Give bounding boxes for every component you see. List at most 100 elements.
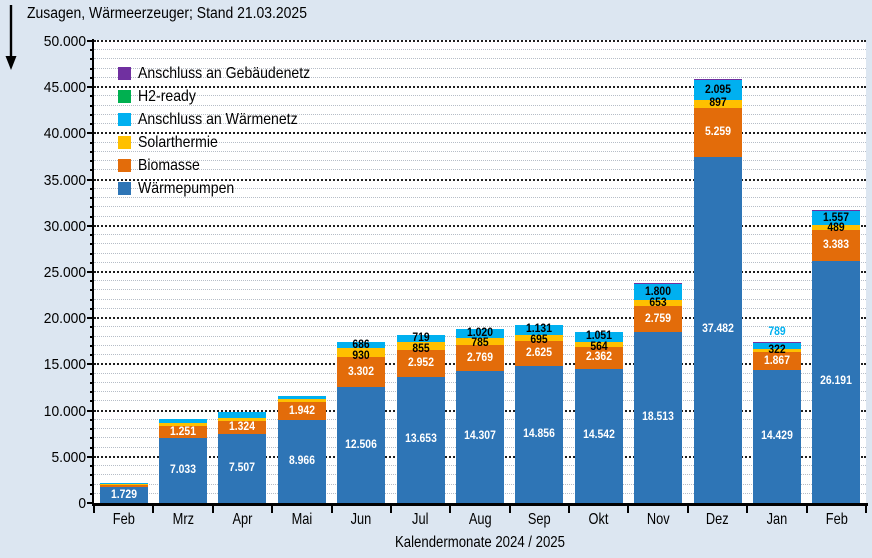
month-label-text: Feb <box>825 511 848 528</box>
major-gridline <box>94 178 866 181</box>
bar-segment <box>159 426 208 438</box>
legend-swatch <box>118 90 131 103</box>
legend-label: Anschluss an Gebäudenetz <box>138 64 311 82</box>
bar-value-label: 12.506 <box>345 438 378 451</box>
bar-segment <box>456 337 504 346</box>
bar-segment <box>693 79 742 81</box>
down-arrow-icon <box>5 5 17 70</box>
y-tick <box>90 67 94 70</box>
y-tick <box>90 150 94 153</box>
y-tick <box>90 400 94 403</box>
bar-value-label: 14.856 <box>523 427 556 440</box>
major-gridline <box>94 317 866 320</box>
minor-gridline <box>94 206 866 208</box>
y-tick-label: 45.000 <box>43 79 86 97</box>
bar-segment <box>515 365 564 503</box>
y-tick <box>90 298 94 301</box>
y-tick <box>90 428 94 431</box>
x-tick <box>211 506 214 513</box>
bar-value-label: 322 <box>768 344 786 357</box>
bar-segment <box>574 368 623 503</box>
x-tick-label: Jul <box>391 511 450 529</box>
y-tick-label: 20.000 <box>43 310 86 328</box>
x-axis-title: Kalendermonate 2024 / 2025 <box>395 534 565 551</box>
bar-value-label: 1.729 <box>110 488 137 501</box>
minor-gridline <box>94 58 866 60</box>
legend-swatch <box>118 182 131 195</box>
y-tick <box>90 492 94 495</box>
x-tick <box>271 506 274 513</box>
bar-segment <box>574 346 623 369</box>
legend-item: Biomasse <box>118 154 334 177</box>
month-label-text: Sep <box>527 511 551 528</box>
bar-value-label: 3.383 <box>823 238 850 251</box>
bar-segment <box>634 306 683 332</box>
bar-value-label: 5.259 <box>704 125 731 138</box>
month-label-text: Mrz <box>172 511 194 528</box>
bar-segment <box>456 345 504 371</box>
x-tick <box>627 506 630 513</box>
bar-value-label: 13.653 <box>404 433 437 446</box>
bar-value-label: 2.095 <box>704 83 731 96</box>
y-tick <box>90 243 94 246</box>
bar-value-label: 7.033 <box>170 464 197 476</box>
y-tick <box>90 104 94 107</box>
minor-gridline <box>94 141 866 143</box>
y-tick <box>90 354 94 357</box>
bar-segment <box>634 300 683 307</box>
bar-segment <box>337 348 386 357</box>
bar-value-label: 1.131 <box>526 323 553 336</box>
y-tick-label: 50.000 <box>43 33 86 50</box>
y-tick <box>87 317 94 320</box>
minor-gridline <box>94 326 866 328</box>
bar-segment <box>337 342 386 349</box>
bar-segment <box>574 341 623 347</box>
minor-gridline <box>94 95 866 97</box>
minor-gridline <box>94 289 866 291</box>
x-tick-label: Mai <box>272 511 331 529</box>
month-label-text: Aug <box>468 511 492 528</box>
x-tick <box>568 506 571 513</box>
y-tick-label: 35.000 <box>43 171 86 189</box>
bar-value-label: 1.942 <box>288 404 315 417</box>
minor-gridline <box>94 160 866 162</box>
minor-gridline <box>94 123 866 125</box>
bar-segment <box>752 341 801 343</box>
x-tick-label: Aug <box>450 511 509 529</box>
bar-segment <box>456 370 504 503</box>
minor-gridline <box>94 243 866 245</box>
minor-gridline <box>94 197 866 199</box>
y-tick <box>90 197 94 200</box>
y-tick <box>90 372 94 375</box>
legend-label: H2-ready <box>138 87 196 105</box>
x-tick <box>93 506 95 513</box>
bar-segment <box>752 349 801 353</box>
legend: Anschluss an Gebäudenetz H2-ready Anschlus… <box>118 62 334 200</box>
y-tick <box>90 280 94 283</box>
bar-value-label: 1.557 <box>823 211 850 224</box>
bar-segment <box>693 108 742 157</box>
x-tick-label: Mrz <box>153 511 212 529</box>
major-gridline <box>94 271 866 273</box>
y-tick <box>90 391 94 394</box>
bar-segment <box>277 399 326 403</box>
minor-gridline <box>94 234 866 236</box>
bar-segment <box>277 396 326 400</box>
y-tick <box>90 344 94 347</box>
bar-value-label: 37.482 <box>701 323 734 336</box>
bar-value-label: 2.769 <box>467 351 493 364</box>
x-tick-label: Nov <box>628 511 687 529</box>
bar-segment <box>574 331 623 342</box>
bar-segment <box>218 433 267 503</box>
bar-value-label: 1.867 <box>763 354 790 367</box>
bar-segment <box>337 356 386 388</box>
y-tick <box>87 455 94 458</box>
x-tick-label: Feb <box>807 511 866 529</box>
y-tick <box>87 224 94 227</box>
y-tick <box>90 187 94 190</box>
legend-label: Solarthermie <box>138 133 218 151</box>
bar-value-label: 1.020 <box>467 326 493 339</box>
x-tick-label: Jun <box>332 511 391 529</box>
bar-segment <box>218 421 267 434</box>
minor-gridline <box>94 49 866 51</box>
